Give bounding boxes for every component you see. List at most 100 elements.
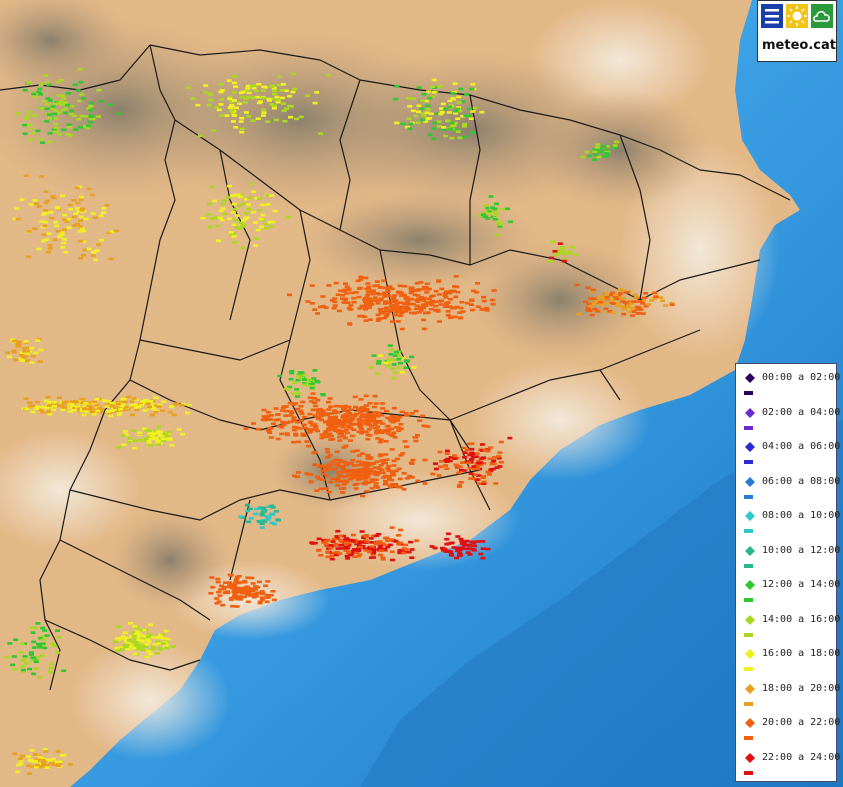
lightning-strike-mark [367, 318, 373, 321]
lightning-strike-mark [147, 433, 152, 436]
lightning-strike-mark [20, 668, 26, 672]
lightning-strike-mark [449, 124, 455, 128]
lightning-strike-mark [132, 625, 138, 628]
lightning-strike-mark [286, 215, 291, 219]
lightning-strike-mark [447, 105, 453, 108]
lightning-strike-mark [415, 121, 421, 124]
lightning-strike-mark [35, 339, 41, 342]
lightning-strike-mark [447, 297, 453, 301]
lightning-strike-mark [287, 385, 293, 389]
lightning-strike-mark [592, 150, 598, 153]
lightning-strike-mark [371, 354, 377, 357]
lightning-strike-mark [297, 371, 303, 374]
lightning-strike-mark [335, 547, 341, 550]
lightning-strike-mark [153, 411, 159, 414]
lightning-strike-mark [424, 291, 430, 294]
lightning-strike-mark [231, 583, 237, 586]
lightning-strike-mark [468, 472, 474, 475]
lightning-strike-mark [372, 394, 378, 398]
lightning-strike-mark [399, 294, 405, 298]
lightning-strike-mark [496, 455, 501, 458]
lightning-strike-mark [44, 107, 50, 111]
lightning-strike-mark [258, 217, 264, 221]
lightning-strike-mark [140, 644, 146, 648]
lightning-strike-mark [369, 290, 375, 294]
meteocat-logo: meteo.cat [757, 0, 837, 62]
lightning-strike-mark [373, 402, 379, 405]
lightning-strike-mark [407, 302, 413, 306]
lightning-strike-mark [245, 87, 251, 90]
lightning-strike-mark [372, 423, 378, 426]
lightning-strike-mark [448, 456, 454, 459]
lightning-strike-mark [239, 586, 244, 590]
lightning-strike-mark [57, 133, 63, 136]
lightning-strike-mark [408, 291, 414, 295]
lightning-strike-mark [414, 298, 420, 302]
lightning-strike-mark [82, 405, 88, 409]
lightning-strike-mark [240, 246, 246, 250]
lightning-strike-mark [569, 245, 575, 249]
lightning-strike-mark [391, 363, 397, 366]
lightning-strike-mark [477, 463, 483, 467]
lightning-strike-mark [131, 647, 137, 650]
lightning-strike-mark [309, 302, 315, 305]
lightning-strike-mark [49, 662, 55, 666]
lightning-strike-mark [480, 556, 486, 560]
lightning-strike-mark [245, 84, 251, 88]
lightning-strike-mark [268, 436, 274, 439]
lightning-strike-mark [449, 121, 455, 125]
legend-item: 20:00 a 22:00 [736, 714, 840, 749]
lightning-strike-mark [320, 295, 326, 298]
lightning-strike-mark [337, 435, 342, 439]
lightning-strike-mark [632, 293, 638, 297]
lightning-strike-mark [27, 401, 33, 404]
lightning-strike-mark [42, 629, 48, 632]
lightning-strike-mark [186, 403, 192, 407]
lightning-strike-mark [390, 471, 396, 475]
lightning-strike-mark [64, 406, 70, 409]
lightning-strike-mark [343, 282, 348, 285]
lightning-strike-mark [404, 445, 409, 449]
lightning-strike-mark [387, 344, 393, 347]
lightning-strike-mark [317, 407, 323, 411]
lightning-strike-mark [226, 581, 232, 584]
lightning-strike-mark [73, 212, 79, 215]
lightning-strike-mark [280, 102, 286, 105]
lightning-strike-mark [487, 473, 492, 476]
lightning-strike-mark [68, 208, 74, 211]
lightning-strike-mark [399, 410, 405, 414]
lightning-strike-mark [257, 197, 262, 200]
lightning-strike-mark [481, 299, 487, 303]
lightning-strike-mark [12, 339, 18, 343]
lightning-strike-mark [29, 759, 34, 763]
lightning-strike-mark [604, 296, 610, 299]
lightning-strike-mark [130, 631, 136, 634]
lightning-strike-mark [354, 551, 360, 555]
lightning-strike-mark [409, 355, 415, 359]
lightning-strike-mark [249, 587, 255, 591]
lightning-strike-mark [458, 468, 464, 472]
lightning-strike-mark [115, 637, 120, 640]
lightning-strike-mark [322, 431, 328, 435]
lightning-strike-mark [401, 547, 407, 550]
legend-item: 12:00 a 14:00 [736, 576, 840, 611]
lightning-strike-mark [385, 290, 391, 293]
lightning-strike-mark [89, 410, 95, 414]
lightning-strike-mark [393, 351, 399, 354]
lightning-strike-mark [360, 494, 365, 498]
lightning-strike-mark [42, 646, 48, 650]
lightning-strike-mark [383, 474, 388, 478]
lightning-strike-mark [164, 438, 170, 441]
lightning-strike-mark [218, 209, 224, 213]
lightning-strike-mark [443, 464, 448, 467]
lightning-strike-mark [313, 427, 319, 430]
lightning-strike-mark [302, 415, 307, 419]
lightning-strike-mark [262, 520, 268, 523]
lightning-strike-mark [241, 219, 246, 222]
lightning-strike-mark [295, 407, 301, 411]
lightning-strike-mark [237, 102, 243, 105]
lightning-strike-mark [52, 238, 58, 242]
lightning-strike-mark [412, 293, 418, 297]
lightning-strike-mark [382, 286, 388, 290]
